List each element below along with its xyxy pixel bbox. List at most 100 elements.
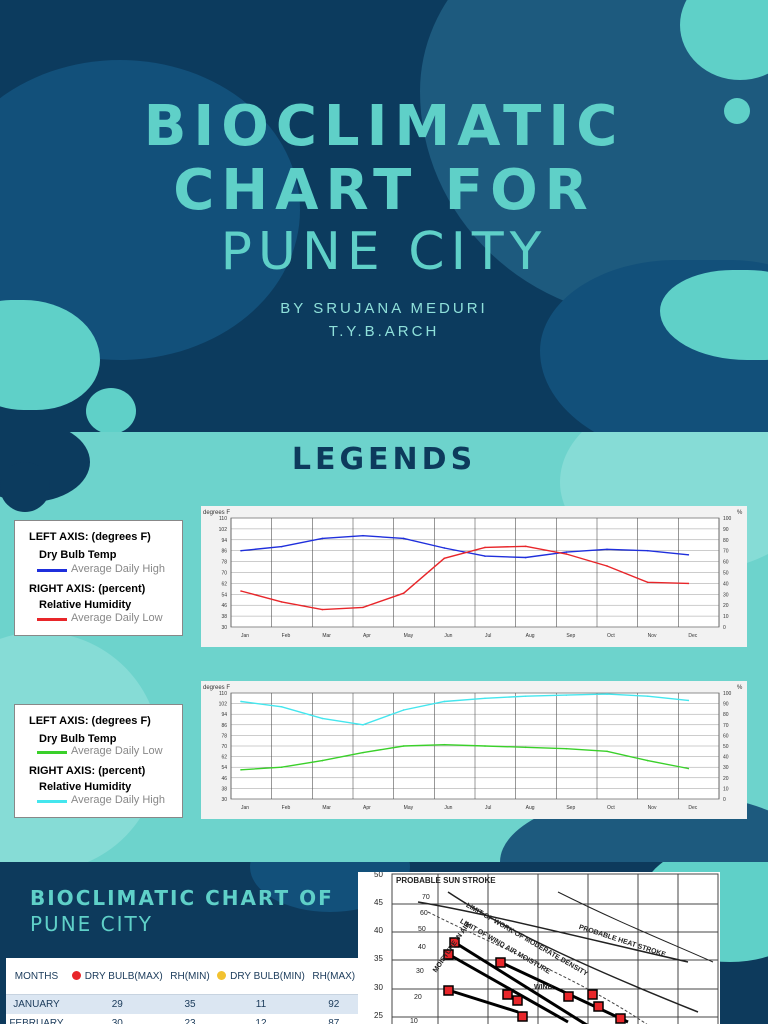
right-tick-label: 40	[723, 581, 729, 587]
right-tick-label: 70	[723, 723, 729, 729]
decor-blob	[86, 388, 136, 432]
legend-right-axis: RIGHT AXIS: (percent)	[29, 765, 146, 777]
x-tick-label: Mar	[322, 805, 331, 811]
bioclimatic-heading-2: PUNE CITY	[30, 912, 153, 936]
psy-inner-tick: 60	[420, 910, 428, 917]
legend-box-1: LEFT AXIS: (degrees F) Dry Bulb Temp Ave…	[14, 520, 183, 636]
series-line	[240, 743, 689, 771]
data-point	[443, 547, 446, 549]
data-point	[565, 747, 568, 750]
bioclimatic-section: BIOCLIMATIC CHART OF PUNE CITY MONTHS DR…	[0, 862, 768, 1024]
data-point	[402, 709, 405, 711]
legend-left-axis: LEFT AXIS: (degrees F)	[29, 715, 151, 727]
psy-y-tick: 30	[374, 983, 383, 992]
data-point	[443, 557, 446, 560]
data-point	[687, 553, 690, 556]
data-point	[606, 750, 608, 753]
x-tick-label: Dec	[688, 805, 697, 811]
col-drybulb-max: DRY BULB(MAX)	[66, 958, 168, 995]
psychrometric-chart: PROBABLE SUN STROKE PROBABLE HEAT STROKE…	[358, 872, 720, 1024]
right-tick-label: 50	[723, 571, 729, 577]
left-tick-label: 86	[221, 549, 227, 555]
max-marker-icon	[71, 971, 81, 981]
right-tick-label: 100	[723, 691, 732, 697]
x-tick-label: Oct	[607, 805, 615, 811]
legend-series2-label: Average Daily High	[71, 794, 165, 806]
right-tick-label: 0	[723, 625, 726, 631]
left-tick-label: 94	[221, 538, 227, 544]
left-axis-title: degrees F	[203, 685, 230, 691]
x-tick-label: Feb	[282, 805, 291, 811]
right-tick-label: 20	[723, 776, 729, 782]
title-line-2: CHART FOR	[173, 158, 595, 223]
data-point	[606, 693, 608, 695]
psy-label-wind: WIND	[534, 984, 553, 991]
left-tick-label: 46	[221, 776, 227, 782]
left-tick-label: 94	[221, 712, 227, 718]
right-tick-label: 80	[723, 712, 729, 718]
col-rh-min: RH(MIN)	[167, 958, 213, 995]
data-point	[687, 767, 690, 770]
data-point	[565, 553, 568, 555]
col-drybulb-min: DRY BULB(MIN)	[212, 958, 310, 995]
legends-section: LEGENDS LEFT AXIS: (degrees F) Dry Bulb …	[0, 432, 768, 862]
left-tick-label: 54	[221, 765, 227, 771]
data-point	[240, 700, 242, 703]
left-tick-label: 54	[221, 592, 227, 598]
right-tick-label: 80	[723, 538, 729, 544]
data-point	[687, 582, 690, 585]
data-point	[687, 699, 690, 702]
bioclimatic-heading-1: BIOCLIMATIC CHART OF	[30, 886, 334, 910]
legend-series2-title: Relative Humidity	[39, 781, 132, 793]
left-tick-label: 86	[221, 723, 227, 729]
legend-swatch-blue	[37, 569, 67, 572]
data-point	[240, 769, 242, 771]
data-point	[484, 546, 486, 549]
psy-y-tick: 35	[374, 954, 383, 963]
decor-blob	[0, 462, 50, 512]
data-point	[606, 548, 608, 551]
data-point	[646, 549, 649, 552]
right-tick-label: 40	[723, 755, 729, 761]
data-point	[280, 766, 283, 768]
right-axis-title: %	[737, 510, 743, 516]
right-tick-label: 0	[723, 797, 726, 803]
data-point	[524, 695, 527, 697]
data-point	[240, 590, 242, 592]
data-point	[646, 695, 649, 697]
left-tick-label: 78	[221, 733, 227, 739]
data-point	[646, 581, 649, 584]
right-tick-label: 20	[723, 603, 729, 609]
legend-box-2: LEFT AXIS: (degrees F) Dry Bulb Temp Ave…	[14, 704, 183, 818]
legend-series1-title: Dry Bulb Temp	[39, 733, 117, 745]
data-point	[524, 545, 527, 548]
data-point	[280, 601, 283, 603]
left-tick-label: 70	[221, 744, 227, 750]
data-point	[443, 700, 446, 703]
x-tick-label: May	[404, 633, 414, 639]
right-tick-label: 10	[723, 786, 729, 792]
data-point	[606, 565, 608, 567]
data-point	[362, 724, 364, 726]
data-point	[646, 759, 649, 762]
left-tick-label: 102	[219, 702, 228, 708]
data-point	[402, 745, 405, 747]
data-point	[362, 751, 364, 754]
psy-label-sunstroke: PROBABLE SUN STROKE	[396, 876, 496, 885]
right-tick-label: 30	[723, 592, 729, 598]
data-point	[565, 551, 568, 553]
x-tick-label: Feb	[282, 633, 291, 639]
x-tick-label: Jan	[241, 633, 249, 639]
climate-table: MONTHS DRY BULB(MAX) RH(MIN) DRY BULB(MI…	[6, 958, 358, 1024]
data-point	[280, 705, 283, 708]
legend-series1-title: Dry Bulb Temp	[39, 549, 117, 561]
table-row: JANUARY 29 35 11 92	[6, 994, 358, 1014]
series-line	[240, 534, 689, 559]
data-point	[565, 694, 568, 696]
right-axis-title: %	[737, 685, 743, 691]
x-tick-label: Jul	[485, 805, 491, 811]
x-tick-label: Aug	[526, 805, 535, 811]
right-tick-label: 100	[723, 516, 732, 522]
